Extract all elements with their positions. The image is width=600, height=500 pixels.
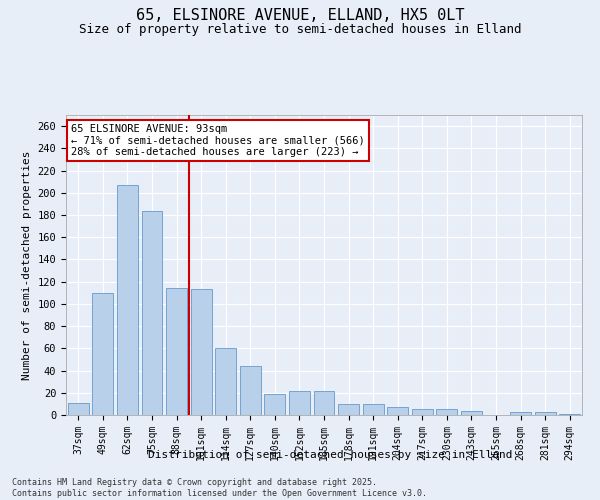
Text: Distribution of semi-detached houses by size in Elland: Distribution of semi-detached houses by …: [148, 450, 512, 460]
Bar: [362, 404, 383, 415]
Bar: [68, 403, 89, 415]
Bar: [92, 293, 113, 415]
Bar: [387, 407, 408, 415]
Text: Contains HM Land Registry data © Crown copyright and database right 2025.
Contai: Contains HM Land Registry data © Crown c…: [12, 478, 427, 498]
Bar: [265, 394, 286, 415]
Bar: [314, 390, 334, 415]
Bar: [240, 366, 261, 415]
Bar: [215, 348, 236, 415]
Bar: [535, 412, 556, 415]
Y-axis label: Number of semi-detached properties: Number of semi-detached properties: [22, 150, 32, 380]
Bar: [142, 210, 163, 415]
Bar: [338, 404, 359, 415]
Text: Size of property relative to semi-detached houses in Elland: Size of property relative to semi-detach…: [79, 22, 521, 36]
Text: 65 ELSINORE AVENUE: 93sqm
← 71% of semi-detached houses are smaller (566)
28% of: 65 ELSINORE AVENUE: 93sqm ← 71% of semi-…: [71, 124, 365, 157]
Bar: [559, 414, 580, 415]
Bar: [289, 390, 310, 415]
Bar: [510, 412, 531, 415]
Bar: [117, 185, 138, 415]
Bar: [166, 288, 187, 415]
Bar: [461, 410, 482, 415]
Bar: [412, 410, 433, 415]
Bar: [191, 290, 212, 415]
Text: 65, ELSINORE AVENUE, ELLAND, HX5 0LT: 65, ELSINORE AVENUE, ELLAND, HX5 0LT: [136, 8, 464, 22]
Bar: [436, 410, 457, 415]
